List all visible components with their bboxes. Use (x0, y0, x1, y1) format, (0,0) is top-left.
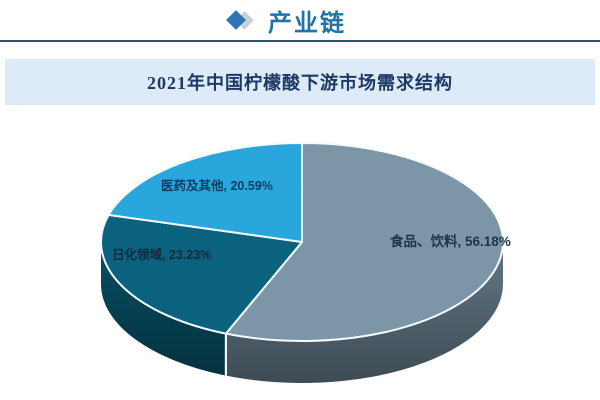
slice-label-daily-chemical: 日化领域, 23.23% (112, 248, 212, 262)
slice-label-food-beverage: 食品、饮料, 56.18% (390, 234, 511, 249)
section-header: 产业链 (0, 0, 600, 40)
section-title: 产业链 (268, 9, 346, 37)
section-header-group: 产业链 (226, 3, 346, 38)
slice-label-pharma-others: 医药及其他, 20.59% (161, 179, 273, 193)
chart-title-bar: 2021年中国柠檬酸下游市场需求结构 (5, 59, 595, 105)
header-divider (0, 40, 600, 42)
chart-title: 2021年中国柠檬酸下游市场需求结构 (147, 73, 453, 93)
